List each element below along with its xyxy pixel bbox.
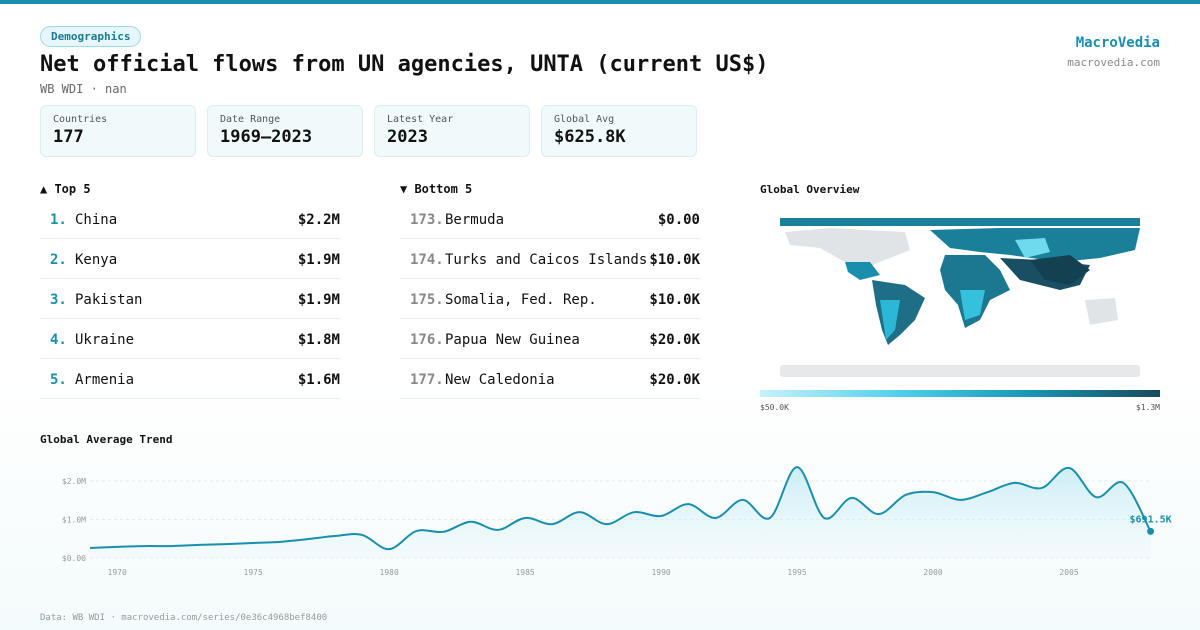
top-title: ▲ Top 5: [40, 182, 91, 196]
value: $20.0K: [649, 372, 700, 388]
value: $10.0K: [649, 252, 700, 268]
end-dot: [1147, 527, 1155, 535]
separator: [400, 358, 700, 359]
line: [89, 466, 1152, 551]
value: $2.2M: [297, 212, 340, 228]
value: $20.0K: [649, 332, 700, 348]
subtitle: WB WDI · nan: [40, 82, 127, 96]
name: Bermuda: [445, 212, 505, 228]
stat-value: $625.8K: [554, 127, 626, 147]
brand: MacroVedia: [1075, 35, 1160, 51]
name: Pakistan: [75, 292, 143, 308]
name: Turks and Caicos Islands: [445, 252, 648, 268]
map-title: Global Overview: [760, 183, 860, 196]
separator: [40, 278, 340, 279]
name: Ukraine: [75, 332, 135, 348]
rank: 3.: [50, 292, 67, 308]
title: Net official flows from UN agencies, UNT…: [40, 52, 769, 77]
x-tick-label: 2005: [1059, 568, 1078, 577]
stat-label: Global Avg: [554, 114, 615, 125]
legend-max: $1.3M: [1135, 403, 1160, 412]
name: Papua New Guinea: [445, 332, 580, 348]
rank: 175.: [410, 292, 444, 308]
separator: [400, 278, 700, 279]
stat-value: 2023: [387, 127, 428, 147]
rank: 174.: [410, 252, 444, 268]
value: $1.6M: [297, 372, 340, 388]
color-scale: [760, 390, 1160, 397]
value: $1.9M: [297, 292, 340, 308]
footer: Data: WB WDI · macrovedia.com/series/0e3…: [40, 613, 328, 623]
x-tick-label: 1985: [515, 568, 534, 577]
name: Armenia: [75, 372, 135, 388]
separator: [40, 318, 340, 319]
legend-min: $50.0K: [760, 403, 789, 412]
x-tick-label: 1990: [651, 568, 670, 577]
value: $1.9M: [297, 252, 340, 268]
name: Kenya: [75, 252, 118, 268]
separator: [40, 358, 340, 359]
value: $0.00: [657, 212, 700, 228]
stat-card: Global Avg $625.8K: [541, 105, 697, 157]
rank: 176.: [410, 332, 444, 348]
separator: [40, 238, 340, 239]
site: macrovedia.com: [1067, 56, 1160, 69]
separator: [400, 238, 700, 239]
rank: 4.: [50, 332, 67, 348]
rank: 2.: [50, 252, 67, 268]
rank: 1.: [50, 212, 67, 228]
x-tick-label: 1995: [787, 568, 806, 577]
x-tick-label: 1980: [380, 568, 399, 577]
value: $1.8M: [297, 332, 340, 348]
stat-label: Latest Year: [387, 114, 454, 125]
stat-label: Date Range: [220, 114, 281, 125]
x-tick-label: 2000: [923, 568, 942, 577]
x-tick-label: 1975: [244, 568, 263, 577]
stat-value: 1969–2023: [220, 127, 313, 147]
separator: [400, 318, 700, 319]
top-bar: [0, 0, 1200, 4]
chart-title: Global Average Trend: [40, 433, 173, 446]
tag: Demographics: [40, 26, 142, 47]
value: $10.0K: [649, 292, 700, 308]
separator: [400, 398, 700, 399]
x-tick-label: 1970: [108, 568, 127, 577]
stat-value: 177: [53, 127, 84, 147]
stat-label: Countries: [53, 114, 108, 125]
name: China: [75, 212, 118, 228]
value-label: $691.5K: [1130, 514, 1172, 525]
name: Somalia, Fed. Rep.: [445, 292, 597, 308]
stat-card: Latest Year 2023: [374, 105, 530, 157]
stat-card: Date Range 1969–2023: [207, 105, 363, 157]
rank: 5.: [50, 372, 67, 388]
name: New Caledonia: [445, 372, 555, 388]
rank: 177.: [410, 372, 444, 388]
separator: [40, 398, 340, 399]
y-tick-label: $0.00: [62, 554, 86, 563]
y-tick-label: $1.0M: [62, 516, 86, 525]
world-map: [780, 218, 1140, 377]
area: [90, 467, 1151, 558]
rank: 173.: [410, 212, 444, 228]
stat-card: Countries 177: [40, 105, 196, 157]
bottom-title: ▼ Bottom 5: [400, 182, 473, 196]
y-tick-label: $2.0M: [62, 477, 86, 486]
